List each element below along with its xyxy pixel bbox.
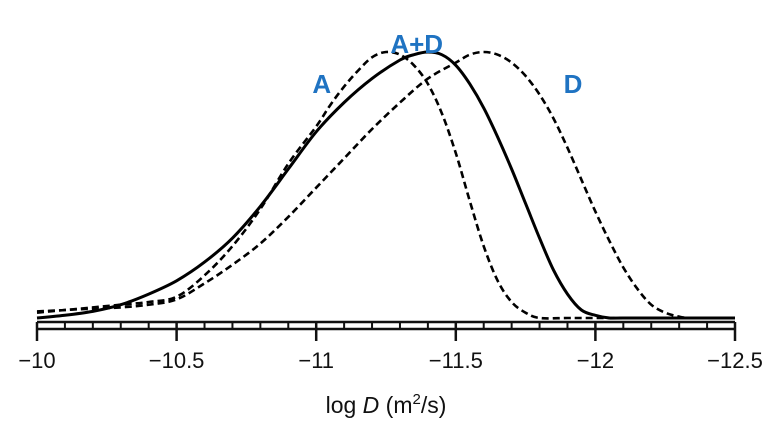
- series-label-d: D: [564, 69, 583, 99]
- x-axis-label-units: (m: [379, 392, 412, 418]
- x-axis-ticks: −10 −10.5 −11 −11.5 −12 −12.5: [18, 322, 763, 373]
- series-line-a-d: [36, 50, 735, 320]
- x-axis-label-prefix: log: [326, 392, 363, 418]
- x-axis-label-exponent: 2: [413, 391, 421, 408]
- x-tick-label: −11: [298, 348, 334, 373]
- x-tick-label: −12.5: [707, 348, 763, 373]
- x-tick-label: −10: [18, 348, 55, 373]
- x-tick-label: −12: [577, 348, 614, 373]
- x-axis: −10 −10.5 −11 −11.5 −12 −12.5: [18, 320, 763, 373]
- series-labels: A A+D D: [312, 29, 582, 99]
- x-axis-label-units-end: /s): [421, 392, 447, 418]
- series-label-a-d: A+D: [390, 29, 443, 59]
- x-tick-label: −10.5: [149, 348, 205, 373]
- series-line-d: [36, 50, 736, 320]
- curves: [36, 50, 736, 320]
- series-label-a: A: [312, 69, 331, 99]
- series-line-a: [36, 50, 735, 320]
- x-axis-label-symbol: D: [363, 392, 380, 418]
- x-tick-label: −11.5: [429, 348, 483, 373]
- x-axis-label: log D (m2/s): [326, 391, 447, 418]
